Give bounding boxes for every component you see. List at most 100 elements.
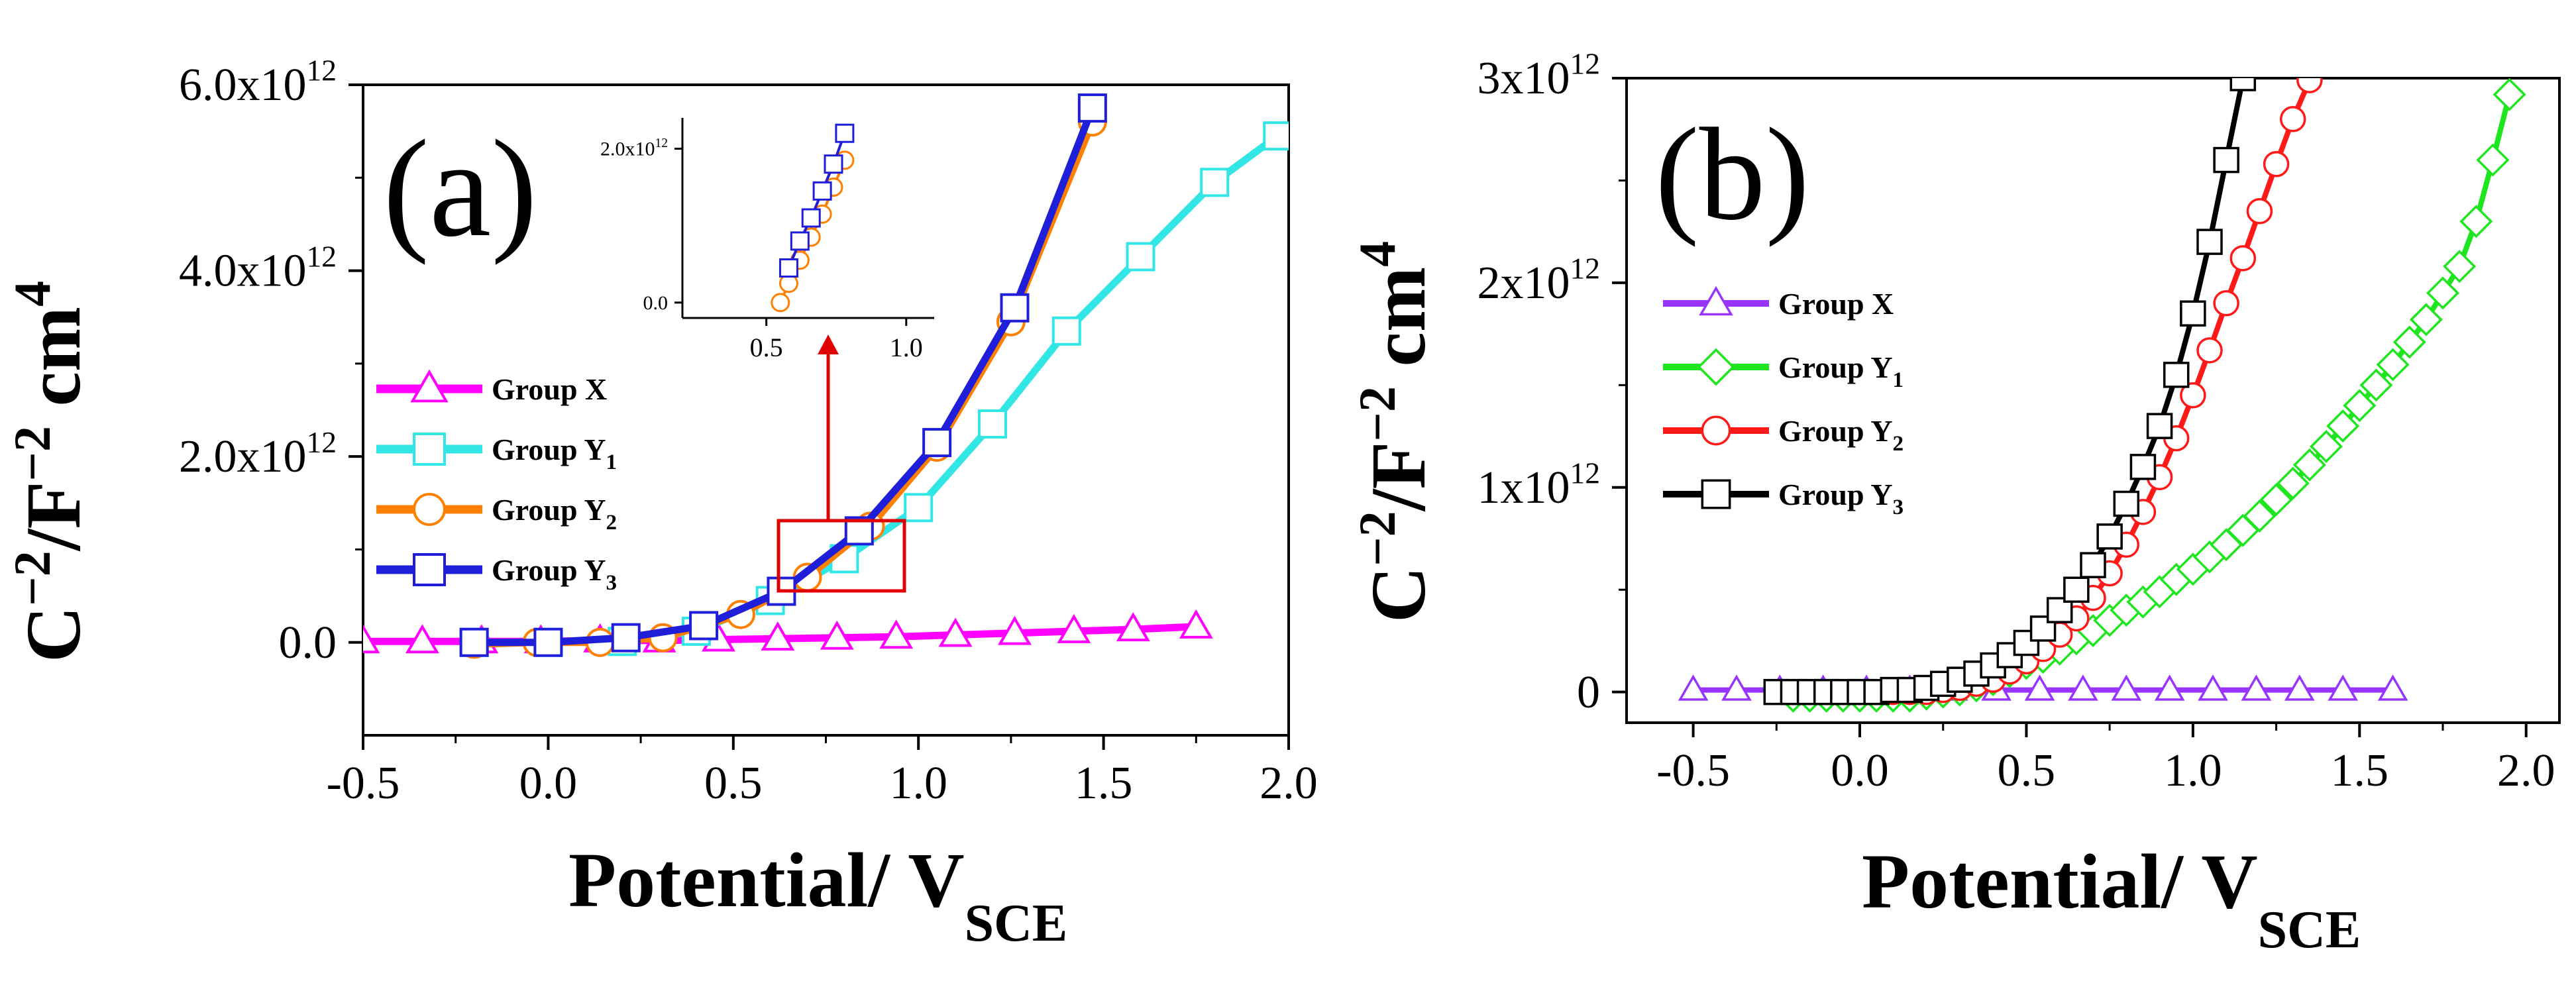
legend-marker (1699, 286, 1733, 316)
ticks-b (1612, 77, 2528, 737)
x-tick-label: 0.5 (1998, 745, 2056, 796)
data-point-group-y3 (2113, 490, 2140, 517)
legend-b: Group X Group Y1 Group Y2 Group Y3 (1663, 286, 1904, 519)
legend-label: Group Y1 (492, 433, 617, 474)
data-point-group-y1 (2443, 250, 2477, 284)
data-point-group-y1 (2459, 205, 2493, 238)
panel-label-b: (b) (1655, 101, 1809, 248)
data-point-group-y2 (2246, 198, 2273, 225)
y-tick-label: 0.0 (279, 617, 337, 668)
data-point-group-x (1721, 674, 1752, 701)
y-tick-label: 3x1012 (1477, 47, 1601, 104)
x-tick-label: -0.5 (1656, 745, 1730, 796)
series-clip-group (1678, 78, 2526, 713)
data-point-group-y2 (2180, 382, 2206, 409)
data-point-group-y1 (904, 493, 934, 523)
x-tick-label: 1.5 (2331, 745, 2389, 796)
legend-label: Group X (492, 372, 607, 406)
data-point-group-x (2241, 674, 2272, 701)
inset-data-point (801, 208, 821, 228)
data-point-group-x (2377, 674, 2408, 701)
legend-marker (1701, 415, 1731, 446)
y-tick-label: 4.0x1012 (179, 239, 337, 296)
data-point-group-x (363, 624, 380, 654)
data-point-group-y3 (922, 428, 952, 458)
inset-series (771, 123, 855, 313)
data-point-group-y1 (2409, 303, 2443, 337)
x-tick-label: 1.0 (2164, 745, 2222, 796)
plot-frame-b (1625, 77, 2561, 724)
y-tick-labels-b: 0 1x1012 2x1012 3x1012 (1477, 47, 1601, 718)
y-tick-label: 2.0x1012 (179, 425, 337, 482)
data-point-group-x (2111, 674, 2142, 701)
x-tick-label: 2.0 (2497, 745, 2555, 796)
inset-data-point (771, 293, 790, 313)
zoom-box-a (777, 519, 906, 593)
data-point-group-y2 (2296, 78, 2323, 93)
data-point-group-y1 (2476, 143, 2510, 177)
data-point-group-x (1116, 612, 1150, 642)
data-point-group-y3 (459, 627, 489, 657)
data-point-group-y2 (2279, 106, 2306, 132)
x-tick-label: 1.5 (1075, 758, 1133, 809)
legend-marker (413, 553, 446, 586)
inset-data-point (824, 154, 843, 174)
data-point-group-x (2284, 674, 2315, 701)
y-tick-label: 2x1012 (1477, 252, 1601, 309)
data-point-group-y2 (2263, 150, 2290, 178)
data-point-group-x (2198, 674, 2228, 701)
data-point-group-y3 (2046, 597, 2073, 623)
panel-a: -0.5 0.0 0.5 1.0 1.5 2.0 0.0 2.0x1012 4.0x1012 6… (3, 54, 1318, 953)
data-point-group-y3 (2213, 146, 2239, 174)
legend-marker (413, 433, 446, 466)
legend-label: Group Y3 (1778, 478, 1904, 519)
data-point-group-y1 (2376, 348, 2410, 382)
series-group-a (363, 93, 1289, 659)
data-point-group-y3 (2163, 362, 2190, 388)
data-point-group-x (761, 621, 795, 651)
y-tick-label: 6.0x1012 (179, 54, 337, 111)
data-point-group-y1 (2259, 483, 2293, 517)
inset-ticks: 0.5 1.0 0.0 2.0x1012 (600, 136, 923, 362)
x-tick-labels-b: -0.5 0.0 0.5 1.0 1.5 2.0 (1656, 745, 2555, 796)
legend-marker (410, 369, 449, 403)
data-point-group-x (1678, 674, 1709, 701)
data-point-group-y1 (2292, 448, 2326, 482)
inset-data-point (812, 181, 832, 201)
x-tick-label: 0.0 (1831, 745, 1889, 796)
data-point-group-x (405, 624, 439, 654)
panel-b: -0.5 0.0 0.5 1.0 1.5 2.0 01x10122x10123x1012 … (1348, 47, 2561, 959)
data-point-group-y1 (2426, 276, 2459, 310)
data-point-group-y1 (2493, 78, 2526, 111)
data-point-group-y3 (2080, 552, 2106, 578)
data-point-group-y3 (1077, 93, 1107, 123)
data-point-group-x (879, 619, 914, 649)
x-axis-title-b: Potential/ VSCE (1862, 838, 2361, 959)
x-tick-labels-a: -0.5 0.0 0.5 1.0 1.5 2.0 (327, 758, 1318, 809)
inset-y-tick-label: 0.0 (643, 292, 669, 314)
data-point-group-y1 (2310, 430, 2343, 463)
data-point-group-x (1057, 613, 1091, 643)
inset-data-point (835, 123, 855, 143)
data-point-group-y1 (977, 409, 1007, 439)
panel-label-a: (a) (383, 112, 537, 266)
legend-marker (1697, 348, 1735, 386)
data-point-group-y1 (2276, 466, 2310, 500)
inset-data-point (790, 231, 810, 251)
data-point-group-y2 (2196, 337, 2223, 364)
data-point-group-y3 (2180, 300, 2206, 327)
x-tick-label: 2.0 (1260, 758, 1318, 809)
zoom-arrowhead-a (818, 335, 839, 354)
y-axis-title-a: C−2/F−2 cm4 (3, 281, 97, 662)
data-point-group-y1 (2326, 409, 2360, 443)
data-point-group-y1 (2343, 389, 2377, 423)
data-point-group-y3 (2129, 454, 2157, 480)
x-axis-title-a: Potential/ VSCE (568, 837, 1067, 953)
legend-marker (1701, 479, 1731, 509)
legend-label: Group Y2 (492, 493, 617, 535)
legend-label: Group Y1 (1778, 350, 1904, 392)
x-tick-label: 0.0 (519, 758, 578, 809)
data-point-group-x (2068, 674, 2098, 701)
data-point-group-x (2328, 674, 2358, 701)
